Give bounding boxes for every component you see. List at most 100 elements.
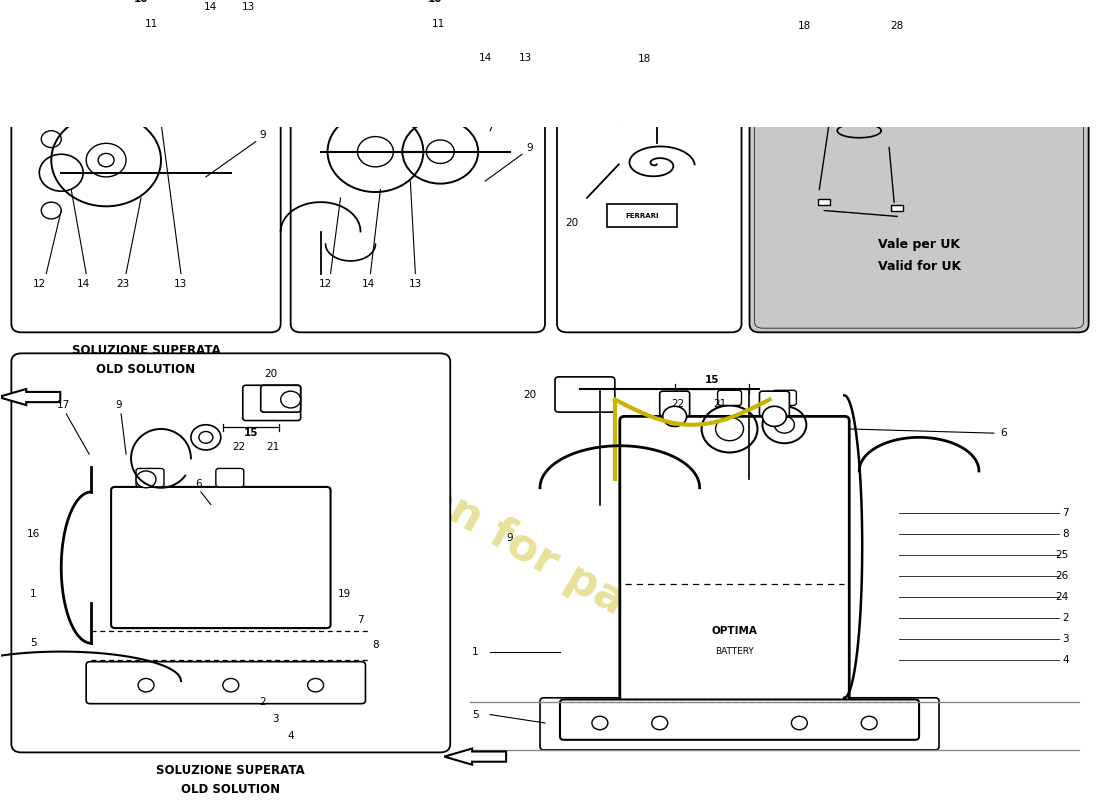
Text: 9: 9 — [507, 533, 514, 543]
Text: 14: 14 — [77, 278, 90, 289]
Text: 17: 17 — [56, 401, 70, 410]
Text: 3: 3 — [1063, 634, 1069, 644]
FancyBboxPatch shape — [557, 0, 741, 332]
Circle shape — [199, 431, 213, 443]
FancyBboxPatch shape — [556, 377, 615, 412]
Text: 13: 13 — [174, 278, 188, 289]
FancyBboxPatch shape — [216, 469, 244, 487]
Text: 7: 7 — [1063, 508, 1069, 518]
Circle shape — [861, 716, 877, 730]
FancyBboxPatch shape — [540, 698, 939, 750]
Text: 22: 22 — [671, 398, 684, 409]
Text: 4: 4 — [287, 730, 294, 741]
Text: 9: 9 — [260, 130, 266, 140]
FancyBboxPatch shape — [11, 0, 280, 332]
Circle shape — [791, 716, 807, 730]
Bar — [607, 204, 676, 227]
Text: OLD SOLUTION: OLD SOLUTION — [97, 363, 196, 376]
Text: 25: 25 — [1055, 550, 1069, 560]
Text: 13: 13 — [518, 53, 531, 62]
Bar — [834, 41, 845, 47]
Text: 8: 8 — [1063, 529, 1069, 539]
Text: 21: 21 — [713, 398, 726, 409]
Text: 11: 11 — [431, 19, 444, 29]
Text: 18: 18 — [798, 21, 811, 30]
FancyArrow shape — [277, 23, 334, 37]
Circle shape — [138, 678, 154, 692]
FancyBboxPatch shape — [86, 662, 365, 704]
Circle shape — [308, 678, 323, 692]
FancyBboxPatch shape — [560, 699, 920, 740]
Text: 15: 15 — [243, 428, 258, 438]
Circle shape — [191, 425, 221, 450]
Text: SOLUZIONE SUPERATA: SOLUZIONE SUPERATA — [72, 344, 220, 358]
FancyBboxPatch shape — [111, 487, 331, 628]
Bar — [572, 16, 587, 24]
Text: 28: 28 — [891, 21, 904, 30]
Text: 7: 7 — [358, 614, 364, 625]
Text: 19: 19 — [338, 590, 351, 599]
FancyBboxPatch shape — [660, 391, 690, 416]
FancyBboxPatch shape — [619, 416, 849, 702]
Text: 11: 11 — [144, 19, 157, 29]
Text: 23: 23 — [117, 278, 130, 289]
FancyBboxPatch shape — [290, 0, 544, 332]
FancyArrow shape — [0, 22, 56, 38]
Text: 12: 12 — [319, 278, 332, 289]
Text: 8: 8 — [372, 640, 378, 650]
Text: 6: 6 — [196, 478, 202, 489]
Circle shape — [136, 471, 156, 488]
Text: 26: 26 — [1055, 571, 1069, 581]
Text: 1: 1 — [30, 590, 36, 599]
Text: 10: 10 — [428, 0, 442, 4]
Text: 15: 15 — [704, 375, 718, 386]
Text: 18: 18 — [638, 54, 651, 64]
Circle shape — [280, 391, 300, 408]
FancyBboxPatch shape — [243, 386, 300, 421]
Circle shape — [762, 406, 786, 426]
Text: Valid for UK: Valid for UK — [878, 260, 960, 274]
Text: 24: 24 — [1055, 592, 1069, 602]
FancyBboxPatch shape — [11, 354, 450, 753]
Text: OPTIMA: OPTIMA — [712, 626, 758, 635]
Text: OLD SOLUTION: OLD SOLUTION — [182, 783, 280, 796]
Bar — [818, 199, 830, 206]
Text: 13: 13 — [409, 278, 422, 289]
FancyArrow shape — [444, 749, 506, 765]
Text: 10: 10 — [134, 0, 148, 4]
Text: 3: 3 — [273, 714, 279, 724]
Text: 20: 20 — [264, 370, 277, 379]
FancyBboxPatch shape — [136, 469, 164, 487]
Circle shape — [223, 678, 239, 692]
Text: 22: 22 — [232, 442, 245, 453]
Text: 14: 14 — [362, 278, 375, 289]
Circle shape — [98, 154, 114, 167]
Text: SOLUZIONE SUPERATA: SOLUZIONE SUPERATA — [156, 764, 305, 778]
Circle shape — [651, 716, 668, 730]
Text: 4: 4 — [1063, 655, 1069, 665]
FancyBboxPatch shape — [261, 386, 300, 412]
Text: passion for parts.com: passion for parts.com — [302, 408, 798, 718]
Text: 21: 21 — [266, 442, 279, 453]
Text: 5: 5 — [30, 638, 36, 648]
Text: 1: 1 — [472, 646, 478, 657]
Text: Vale per UK: Vale per UK — [878, 238, 960, 250]
Text: 16: 16 — [26, 529, 40, 539]
Text: 6: 6 — [1001, 428, 1008, 438]
FancyBboxPatch shape — [772, 390, 796, 406]
Text: 20: 20 — [524, 390, 537, 400]
Text: 9: 9 — [116, 401, 122, 410]
Text: BATTERY: BATTERY — [715, 647, 754, 656]
Text: 9: 9 — [527, 142, 534, 153]
Text: 2: 2 — [260, 697, 266, 707]
FancyBboxPatch shape — [759, 391, 790, 416]
FancyBboxPatch shape — [755, 0, 1084, 328]
Text: 12: 12 — [33, 278, 46, 289]
Bar — [891, 205, 903, 211]
Text: FERRARI: FERRARI — [625, 214, 659, 219]
Text: 20: 20 — [565, 218, 579, 228]
Text: 14: 14 — [205, 2, 218, 12]
FancyArrow shape — [0, 389, 60, 405]
Circle shape — [662, 406, 686, 426]
Text: 2: 2 — [1063, 613, 1069, 623]
